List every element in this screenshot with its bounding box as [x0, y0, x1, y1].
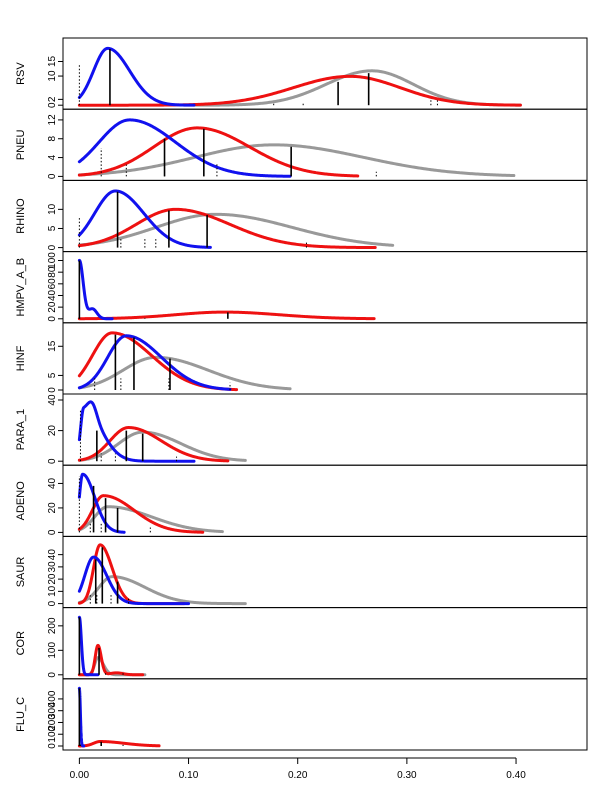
y-tick-label-rsv: 10: [47, 70, 58, 82]
y-tick-label-para-1: 40: [47, 394, 58, 406]
y-tick-label-para-1: 0: [47, 458, 58, 464]
y-tick-label-rsv: 15: [47, 55, 58, 67]
x-tick-label: 0.40: [506, 770, 526, 781]
y-tick-label-pneu: 12: [47, 114, 58, 126]
panel-label-flu-c: FLU_C: [15, 697, 27, 732]
y-tick-label-saur: 30: [47, 561, 58, 573]
y-tick-label-rsv: 0: [47, 102, 58, 108]
density-curve-gray-rhino: [77, 212, 395, 247]
y-tick-label-saur: 0: [47, 600, 58, 606]
panel-label-para-1: PARA_1: [15, 409, 27, 450]
panel-label-rsv: RSV: [15, 62, 27, 85]
density-curve-blue-rsv: [77, 46, 196, 107]
y-tick-label-pneu: 0: [47, 173, 58, 179]
density-curve-gray-adeno: [77, 505, 224, 534]
density-curve-red-rhino: [77, 207, 377, 250]
y-tick-label-saur: 40: [47, 549, 58, 561]
panel-label-hinf: HINF: [15, 345, 27, 371]
y-tick-label-hinf: 15: [47, 340, 58, 352]
panel-label-saur: SAUR: [15, 557, 27, 588]
y-tick-label-hmpv-a-b: 80: [47, 266, 58, 278]
y-tick-label-hmpv-a-b: 60: [47, 278, 58, 290]
density-curve-red-hmpv-a-b: [77, 310, 376, 321]
y-tick-label-adeno: 20: [47, 502, 58, 514]
y-tick-label-rhino: 10: [47, 203, 58, 215]
density-curve-blue-pneu: [77, 118, 292, 178]
panel-frame-hinf: [62, 322, 588, 395]
panel-frame-flu-c: [62, 678, 588, 751]
density-curve-gray-saur: [77, 575, 247, 606]
y-tick-label-flu-c: 0: [47, 743, 58, 749]
y-tick-label-flu-c: 400: [47, 690, 58, 707]
density-curve-red-adeno: [77, 494, 205, 534]
y-tick-label-para-1: 20: [47, 425, 58, 437]
x-tick-label: 0.00: [70, 770, 90, 781]
y-tick-label-hmpv-a-b: 40: [47, 289, 58, 301]
y-tick-label-rsv: 2: [47, 96, 58, 102]
density-curve-blue-hinf: [77, 334, 232, 391]
y-tick-label-hinf: 5: [47, 372, 58, 378]
y-tick-label-saur: 10: [47, 585, 58, 597]
y-tick-label-rhino: 5: [47, 225, 58, 231]
y-tick-label-pneu: 4: [47, 154, 58, 160]
y-tick-label-flu-c: 100: [47, 725, 58, 742]
y-tick-label-pneu: 8: [47, 136, 58, 142]
density-curve-gray-pneu: [77, 143, 516, 178]
y-tick-label-cor: 200: [47, 617, 58, 634]
y-tick-label-flu-c: 300: [47, 702, 58, 719]
panel-label-adeno: ADENO: [15, 481, 27, 521]
y-tick-label-hmpv-a-b: 100: [47, 252, 58, 269]
panel-frame-cor: [62, 607, 588, 680]
y-tick-label-hmpv-a-b: 0: [47, 316, 58, 322]
y-tick-label-saur: 20: [47, 573, 58, 585]
density-curve-blue-cor: [77, 615, 100, 677]
panel-frame-hmpv-a-b: [62, 251, 588, 324]
panel-frame-rsv: [62, 37, 588, 110]
y-tick-label-cor: 0: [47, 672, 58, 678]
density-curve-blue-para-1: [77, 400, 196, 463]
y-tick-label-hinf: 0: [47, 387, 58, 393]
panel-label-pneu: PNEU: [15, 129, 27, 160]
density-curve-gray-para-1: [77, 430, 247, 462]
density-curve-gray-hinf: [77, 355, 292, 391]
y-tick-label-adeno: 0: [47, 529, 58, 535]
x-tick-label: 0.20: [288, 770, 308, 781]
panel-frame-rhino: [62, 179, 588, 253]
y-tick-label-hmpv-a-b: 20: [47, 301, 58, 313]
panel-label-cor: COR: [15, 631, 27, 656]
x-tick-label: 0.10: [179, 770, 199, 781]
y-tick-label-rhino: 0: [47, 244, 58, 250]
density-curve-blue-saur: [77, 555, 191, 606]
panel-frame-adeno: [62, 464, 588, 537]
density-curve-blue-rhino: [77, 189, 212, 249]
y-tick-label-flu-c: 200: [47, 714, 58, 731]
x-tick-label: 0.30: [397, 770, 417, 781]
panel-frame-saur: [62, 535, 588, 609]
panel-label-hmpv-a-b: HMPV_A_B: [15, 258, 27, 317]
density-curve-red-flu-c: [77, 740, 161, 748]
density-curve-red-rsv: [77, 74, 522, 107]
density-curve-blue-hmpv-a-b: [77, 258, 114, 321]
density-curve-red-pneu: [77, 126, 360, 178]
panel-label-rhino: RHINO: [15, 198, 27, 234]
density-curve-red-cor: [77, 643, 145, 677]
density-curve-blue-adeno: [77, 472, 126, 534]
density-curve-red-para-1: [77, 426, 230, 463]
y-tick-label-adeno: 40: [47, 477, 58, 489]
y-tick-label-cor: 100: [47, 642, 58, 659]
